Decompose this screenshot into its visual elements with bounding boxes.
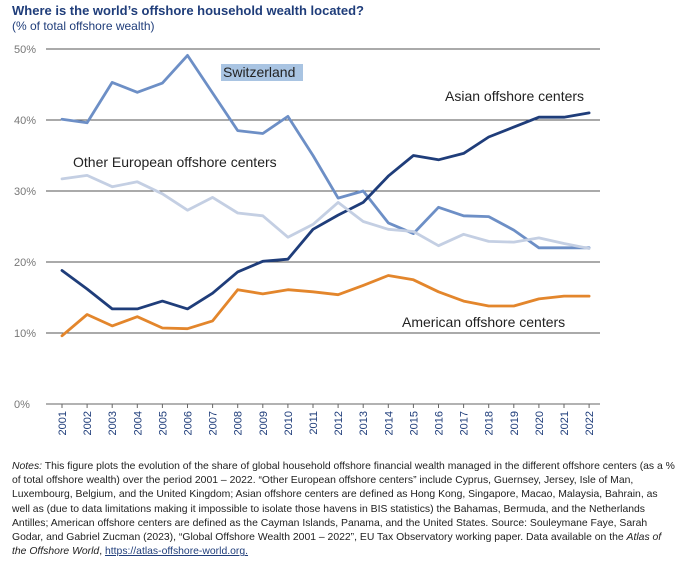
x-tick-label: 2011 [308, 411, 320, 435]
series-label: Asian offshore centers [445, 88, 584, 104]
data-source-link[interactable]: https://atlas-offshore-world.org. [104, 546, 249, 558]
x-tick-label: 2010 [283, 411, 295, 435]
series-line-american-offshore-centers [60, 274, 591, 338]
x-tick-label: 2019 [509, 411, 521, 435]
chart-title: Where is the world’s offshore household … [12, 3, 365, 18]
y-tick-label: 30% [14, 186, 36, 198]
x-tick-label: 2020 [534, 411, 546, 435]
x-tick-label: 2003 [107, 411, 119, 435]
notes-separator: , [99, 546, 105, 558]
series-label: Switzerland [223, 64, 295, 80]
x-tick-label: 2006 [183, 411, 195, 435]
x-tick-label: 2004 [132, 411, 144, 435]
line-chart: 0% 10% 20% 30% 40% 50% 2001 2002 2003 2004 2005 200… [14, 44, 600, 435]
y-tick-label: 20% [14, 257, 36, 269]
x-tick-label: 2001 [57, 411, 69, 435]
series-label: Other European offshore centers [73, 154, 277, 170]
x-tick-label: 2007 [208, 411, 220, 435]
x-tick-label: 2009 [258, 411, 270, 435]
x-tick-label: 2013 [358, 411, 370, 435]
chart-subtitle: (% of total offshore wealth) [12, 19, 155, 33]
x-tick-label: 2014 [383, 411, 395, 435]
y-tick-label: 50% [14, 44, 36, 56]
x-tick-label: 2015 [408, 411, 420, 435]
x-tick-label: 2012 [333, 411, 345, 435]
series-line-asian-offshore-centers [60, 111, 591, 311]
series-label: American offshore centers [402, 314, 565, 330]
x-tick-label: 2016 [434, 411, 446, 435]
x-tick-label: 2018 [484, 411, 496, 435]
series-line-switzerland [60, 54, 591, 250]
y-tick-label: 40% [14, 115, 36, 127]
x-tick-label: 2008 [233, 411, 245, 435]
y-tick-label: 0% [14, 399, 30, 411]
x-tick-label: 2017 [459, 411, 471, 435]
series-line-other-european-offshore-centers [60, 173, 591, 250]
notes-label: Notes: [12, 461, 43, 472]
y-tick-label: 10% [14, 328, 36, 340]
label-highlight [221, 64, 303, 81]
x-tick-label: 2005 [157, 411, 169, 435]
x-tick-label: 2022 [584, 411, 596, 435]
x-tick-label: 2021 [559, 411, 571, 435]
x-tick-label: 2002 [82, 411, 94, 435]
atlas-name: Atlas of the Offshore World [12, 532, 662, 558]
notes-text: This figure plots the evolution of the s… [12, 461, 675, 544]
notes-paragraph: Notes: This figure plots the evolution o… [12, 460, 676, 559]
